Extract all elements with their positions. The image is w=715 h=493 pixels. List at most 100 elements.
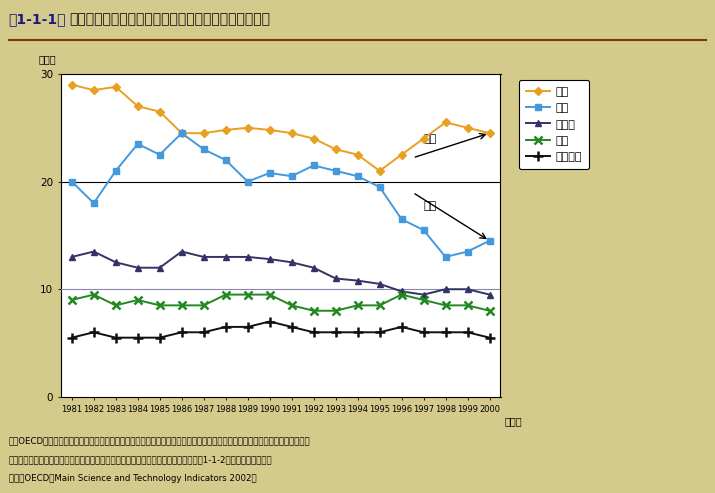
フランス	[419, 329, 428, 335]
英国	[243, 292, 252, 298]
Text: 資料：OECD「Main Science and Technology Indicators 2002」: 資料：OECD「Main Science and Technology Indi…	[9, 474, 256, 483]
フランス	[287, 324, 296, 330]
Text: ＯＥＣＤ内におけるハイテク産業輸出占有率の推移: ＯＥＣＤ内におけるハイテク産業輸出占有率の推移	[69, 12, 270, 26]
ドイツ	[112, 259, 120, 265]
フランス	[353, 329, 362, 335]
米国	[463, 125, 472, 131]
ドイツ	[199, 254, 208, 260]
Line: 米国: 米国	[69, 82, 493, 174]
Text: （年）: （年）	[505, 416, 523, 426]
米国	[353, 152, 362, 158]
米国	[265, 127, 274, 133]
ドイツ	[265, 256, 274, 262]
日本	[375, 184, 384, 190]
米国	[375, 168, 384, 174]
米国	[243, 125, 252, 131]
米国	[287, 130, 296, 136]
米国	[112, 84, 120, 90]
米国	[199, 130, 208, 136]
英国	[398, 292, 406, 298]
日本	[199, 146, 208, 152]
日本	[310, 163, 318, 169]
日本	[419, 227, 428, 233]
日本	[485, 238, 494, 244]
日本	[287, 173, 296, 179]
米国	[441, 119, 450, 125]
日本	[331, 168, 340, 174]
米国	[331, 146, 340, 152]
英国	[331, 308, 340, 314]
米国	[222, 127, 230, 133]
日本	[134, 141, 142, 147]
英国	[375, 302, 384, 308]
日本	[243, 178, 252, 184]
英国	[419, 297, 428, 303]
米国	[177, 130, 186, 136]
ドイツ	[353, 278, 362, 283]
ドイツ	[134, 265, 142, 271]
フランス	[463, 329, 472, 335]
日本	[112, 168, 120, 174]
英国	[287, 302, 296, 308]
ドイツ	[398, 288, 406, 294]
ドイツ	[485, 292, 494, 298]
Line: フランス: フランス	[67, 317, 494, 343]
ドイツ	[67, 254, 76, 260]
日本	[222, 157, 230, 163]
ドイツ	[177, 248, 186, 254]
米国	[134, 103, 142, 109]
ドイツ	[375, 281, 384, 287]
フランス	[134, 335, 142, 341]
ドイツ	[243, 254, 252, 260]
米国	[398, 152, 406, 158]
ドイツ	[155, 265, 164, 271]
英国	[134, 297, 142, 303]
Legend: 米国, 日本, ドイツ, 英国, フランス: 米国, 日本, ドイツ, 英国, フランス	[519, 79, 589, 169]
日本	[398, 216, 406, 222]
ドイツ	[419, 292, 428, 298]
Line: ドイツ: ドイツ	[69, 248, 493, 298]
フランス	[441, 329, 450, 335]
英国	[155, 302, 164, 308]
ドイツ	[310, 265, 318, 271]
Text: 上昇: 上昇	[423, 134, 437, 144]
英国	[441, 302, 450, 308]
英国	[199, 302, 208, 308]
日本	[67, 178, 76, 184]
英国	[353, 302, 362, 308]
ドイツ	[463, 286, 472, 292]
フランス	[199, 329, 208, 335]
日本	[463, 248, 472, 254]
英国	[89, 292, 98, 298]
日本	[89, 200, 98, 206]
ドイツ	[222, 254, 230, 260]
フランス	[89, 329, 98, 335]
フランス	[265, 318, 274, 324]
Text: 注）OECDでは製造額に対する研究開発費の割合を産業別に計算し、その値の大きい５産業（航空・宇宙、事務機器・電子計算: 注）OECDでは製造額に対する研究開発費の割合を産業別に計算し、その値の大きい５…	[9, 436, 310, 445]
フランス	[67, 335, 76, 341]
英国	[177, 302, 186, 308]
英国	[222, 292, 230, 298]
フランス	[485, 335, 494, 341]
Line: 英国: 英国	[68, 290, 493, 315]
ドイツ	[441, 286, 450, 292]
米国	[155, 108, 164, 114]
Text: 降下: 降下	[423, 201, 437, 211]
フランス	[177, 329, 186, 335]
Text: 機、電子機器、医薬品、医用・精密・光学機器）をハイテク産業としている（第1-1-2図において同じ）。: 機、電子機器、医薬品、医用・精密・光学機器）をハイテク産業としている（第1-1-…	[9, 455, 272, 464]
米国	[419, 136, 428, 141]
フランス	[375, 329, 384, 335]
Text: （％）: （％）	[39, 54, 56, 64]
米国	[310, 136, 318, 141]
英国	[310, 308, 318, 314]
ドイツ	[89, 248, 98, 254]
フランス	[310, 329, 318, 335]
Text: 第1-1-1図: 第1-1-1図	[9, 12, 66, 26]
フランス	[243, 324, 252, 330]
フランス	[112, 335, 120, 341]
日本	[265, 170, 274, 176]
フランス	[398, 324, 406, 330]
英国	[67, 297, 76, 303]
英国	[265, 292, 274, 298]
日本	[441, 254, 450, 260]
